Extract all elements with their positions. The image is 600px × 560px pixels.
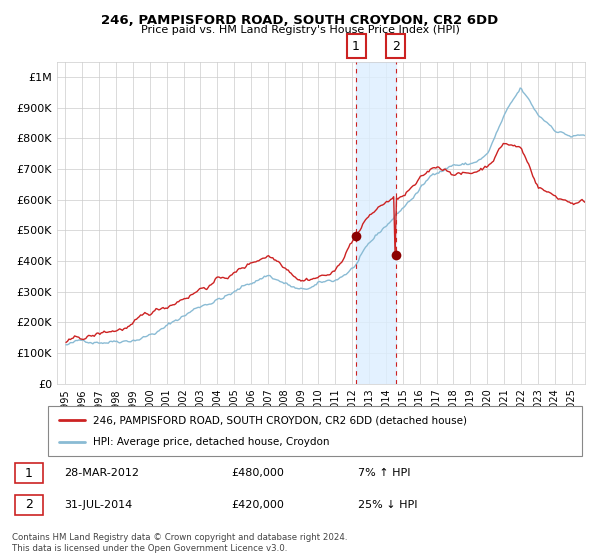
Text: 2: 2	[392, 40, 400, 53]
Text: 246, PAMPISFORD ROAD, SOUTH CROYDON, CR2 6DD: 246, PAMPISFORD ROAD, SOUTH CROYDON, CR2…	[101, 14, 499, 27]
FancyBboxPatch shape	[15, 495, 43, 515]
Text: 7% ↑ HPI: 7% ↑ HPI	[358, 468, 410, 478]
Text: 246, PAMPISFORD ROAD, SOUTH CROYDON, CR2 6DD (detached house): 246, PAMPISFORD ROAD, SOUTH CROYDON, CR2…	[94, 415, 467, 425]
Bar	[356, 62, 396, 384]
Text: 28-MAR-2012: 28-MAR-2012	[64, 468, 139, 478]
Text: £420,000: £420,000	[231, 500, 284, 510]
Text: £480,000: £480,000	[231, 468, 284, 478]
Text: 1: 1	[352, 40, 360, 53]
Text: 2: 2	[25, 498, 32, 511]
Text: 1: 1	[25, 466, 32, 480]
FancyBboxPatch shape	[386, 34, 405, 58]
Text: Price paid vs. HM Land Registry's House Price Index (HPI): Price paid vs. HM Land Registry's House …	[140, 25, 460, 35]
Text: HPI: Average price, detached house, Croydon: HPI: Average price, detached house, Croy…	[94, 437, 330, 447]
FancyBboxPatch shape	[48, 406, 582, 456]
Text: 31-JUL-2014: 31-JUL-2014	[64, 500, 132, 510]
FancyBboxPatch shape	[15, 464, 43, 483]
Text: 25% ↓ HPI: 25% ↓ HPI	[358, 500, 417, 510]
FancyBboxPatch shape	[347, 34, 365, 58]
Text: Contains HM Land Registry data © Crown copyright and database right 2024.
This d: Contains HM Land Registry data © Crown c…	[12, 533, 347, 553]
